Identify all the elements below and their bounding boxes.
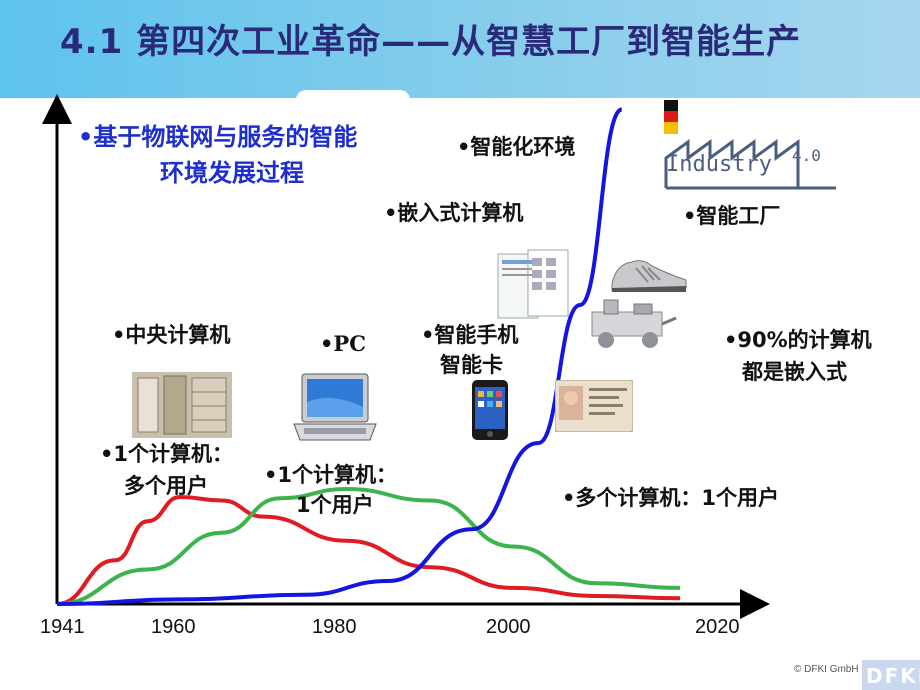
label-smart-factory: •智能工厂 (683, 204, 781, 228)
x-tick-label: 2000 (486, 616, 531, 638)
x-tick-label: 1960 (151, 616, 196, 638)
label-smartphone: •智能手机 (421, 323, 519, 347)
shoe-image (611, 260, 687, 292)
label-mainframe: •中央计算机 (112, 323, 231, 347)
copyright-credit: © DFKI GmbH (794, 664, 859, 675)
series-line-0 (56, 495, 681, 606)
label-smartcard: 智能卡 (440, 353, 503, 377)
id-card-image (555, 380, 633, 432)
smartphone-image (472, 380, 508, 440)
label-pc: •PC (320, 331, 366, 356)
label-many-one: •多个计算机：1个用户 (562, 486, 780, 510)
german-flag-icon (664, 100, 678, 134)
label-one-many-1: •1个计算机： (100, 442, 234, 466)
machine-image (591, 299, 677, 348)
series-line-2 (56, 107, 623, 606)
industry-logo-version: 4.0 (792, 146, 821, 165)
title-bar (0, 0, 920, 98)
heading-line1: •基于物联网与服务的智能 (78, 123, 358, 151)
dfki-logo: DFKI (862, 660, 920, 690)
heading-line2: 环境发展过程 (160, 159, 304, 187)
x-tick-label: 1980 (312, 616, 357, 638)
title-tab-notch (296, 90, 410, 104)
label-one-many-2: 多个用户 (124, 474, 208, 498)
label-embedded-all: 都是嵌入式 (742, 360, 847, 384)
label-one-one-2: 1个用户 (296, 493, 374, 517)
label-one-one-1: •1个计算机： (264, 463, 398, 487)
documents-image (497, 249, 569, 319)
x-tick-label: 2020 (695, 616, 740, 638)
slide-title: 4.1 第四次工业革命——从智慧工厂到智能生产 (60, 22, 802, 62)
industry-logo: Industry 4.0 (664, 132, 836, 190)
industry-logo-text: Industry (666, 152, 772, 177)
label-ninety-percent: •90%的计算机 (724, 328, 872, 352)
x-tick-label: 1941 (40, 616, 85, 638)
mainframe-image (132, 372, 232, 438)
dfki-logo-text: DFKI (866, 664, 920, 688)
series-line-1 (56, 486, 681, 606)
laptop-image (293, 373, 377, 441)
label-smart-environment: •智能化环境 (457, 135, 576, 159)
series-group (56, 107, 681, 606)
label-embedded-computer: •嵌入式计算机 (384, 201, 524, 225)
